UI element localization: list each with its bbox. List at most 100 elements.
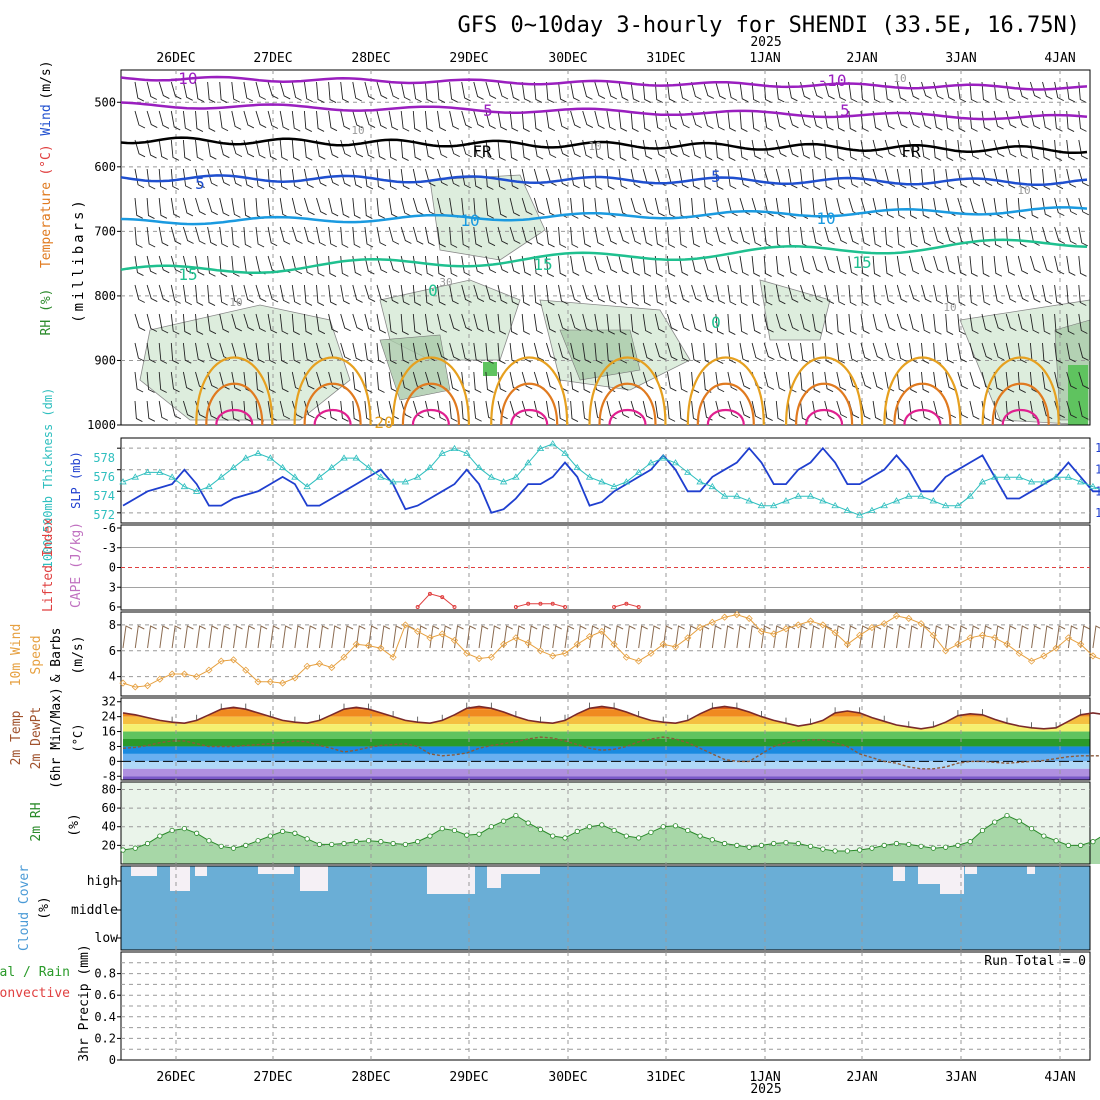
upper-wind-barb — [787, 400, 796, 422]
upper-wind-barb — [195, 168, 205, 188]
upper-wind-barb — [993, 110, 1004, 130]
upper-wind-barb — [461, 110, 472, 129]
cloud-gap — [258, 866, 294, 874]
wind-barb — [552, 625, 562, 649]
upper-wind-barb — [316, 168, 327, 187]
upper-wind-barb — [1066, 255, 1076, 276]
wind-speed-marker — [1077, 640, 1085, 648]
upper-wind-barb — [703, 255, 714, 274]
upper-wind-barb — [945, 255, 956, 275]
upper-wind-barb — [388, 371, 398, 393]
upper-wind-barb — [291, 342, 301, 364]
upper-wind-barb — [182, 313, 192, 335]
upper-wind-barb — [267, 139, 277, 160]
rh-contour-label: 10 — [588, 140, 601, 153]
upper-wind-barb — [933, 139, 942, 161]
upper-wind-barb — [182, 342, 192, 364]
thickness-marker — [242, 454, 250, 461]
upper-wind-barb — [872, 400, 882, 421]
warm-contour — [883, 356, 962, 426]
upper-wind-barb — [1042, 168, 1051, 190]
upper-wind-barb — [618, 342, 628, 364]
rh-marker — [857, 847, 863, 853]
wind-speed-marker — [217, 657, 225, 665]
rh-marker — [807, 843, 814, 849]
wind-barb — [503, 625, 513, 649]
upper-wind-barb — [182, 371, 193, 391]
upper-wind-barb — [364, 81, 375, 100]
upper-wind-barb — [558, 226, 567, 248]
upper-wind-barb — [340, 284, 350, 305]
upper-wind-barb — [207, 371, 218, 389]
upper-wind-barb — [545, 81, 555, 103]
upper-wind-barb — [255, 110, 267, 128]
cloud-gap — [940, 866, 964, 894]
rh-marker — [893, 840, 900, 847]
upper-wind-barb — [182, 81, 193, 101]
upper-wind-barb — [533, 226, 544, 247]
upper-wind-barb — [521, 400, 533, 419]
upper-wind-barb — [146, 197, 155, 219]
upper-wind-barb — [981, 81, 990, 103]
warm-contour — [411, 409, 450, 426]
wind-speed-marker — [512, 634, 520, 642]
upper-wind-barb — [509, 168, 519, 190]
upper-wind-barb — [388, 313, 398, 335]
upper-wind-barb — [1054, 139, 1063, 161]
wind-speed-marker — [573, 640, 581, 648]
upper-wind-barb — [763, 371, 775, 390]
thickness-marker — [278, 463, 287, 471]
upper-wind-barb — [836, 371, 847, 391]
upper-wind-barb — [763, 110, 773, 132]
upper-wind-barb — [219, 168, 231, 186]
upper-wind-barb — [364, 197, 373, 219]
wind-speed-marker — [991, 634, 999, 642]
temp-band — [123, 716, 1090, 725]
upper-wind-barb — [146, 81, 158, 100]
upper-wind-barb — [158, 81, 170, 99]
upper-wind-barb — [170, 168, 179, 190]
rh-marker — [451, 827, 458, 834]
li-marker — [526, 601, 531, 606]
upper-wind-barb — [533, 110, 543, 132]
upper-wind-barb — [267, 226, 278, 247]
chart-title: GFS 0~10day 3-hourly for SHENDI (33.5E, … — [457, 13, 1080, 38]
upper-wind-barb — [182, 139, 191, 161]
upper-wind-barb — [570, 255, 580, 276]
thickness-marker — [389, 478, 397, 485]
upper-wind-barb — [364, 110, 376, 128]
thickness-marker — [1064, 473, 1073, 480]
rh-marker — [218, 843, 224, 849]
upper-wind-barb — [848, 313, 857, 335]
wind-barb — [675, 625, 685, 649]
rh-marker — [501, 818, 507, 824]
upper-wind-barb — [896, 168, 907, 189]
temp-band — [123, 724, 1090, 732]
upper-wind-barb — [666, 197, 677, 218]
thickness-marker — [438, 449, 446, 456]
thickness-marker — [131, 473, 139, 480]
upper-wind-barb — [1078, 342, 1089, 361]
wind-caption: Wind — [39, 104, 54, 135]
cloud-gap — [487, 866, 501, 888]
rh-marker — [844, 848, 850, 854]
warm-contour — [608, 409, 647, 426]
upper-wind-barb — [279, 168, 288, 190]
li-marker — [550, 601, 555, 606]
upper-wind-barb — [267, 342, 276, 364]
rh-marker — [1028, 825, 1035, 832]
upper-wind-barb — [1054, 81, 1064, 102]
upper-wind-barb — [485, 313, 495, 334]
rh-marker — [550, 833, 556, 839]
upper-wind-barb — [654, 197, 665, 217]
upper-wind-barb — [618, 197, 629, 217]
upper-wind-barb — [134, 197, 143, 219]
upper-wind-barb — [642, 255, 652, 277]
upper-wind-barb — [279, 371, 289, 393]
upper-wind-barb — [993, 226, 1002, 248]
temp-frame — [120, 697, 1091, 781]
upper-wind-barb — [291, 226, 303, 244]
upper-wind-barb — [630, 168, 641, 188]
rh-marker — [955, 842, 961, 848]
